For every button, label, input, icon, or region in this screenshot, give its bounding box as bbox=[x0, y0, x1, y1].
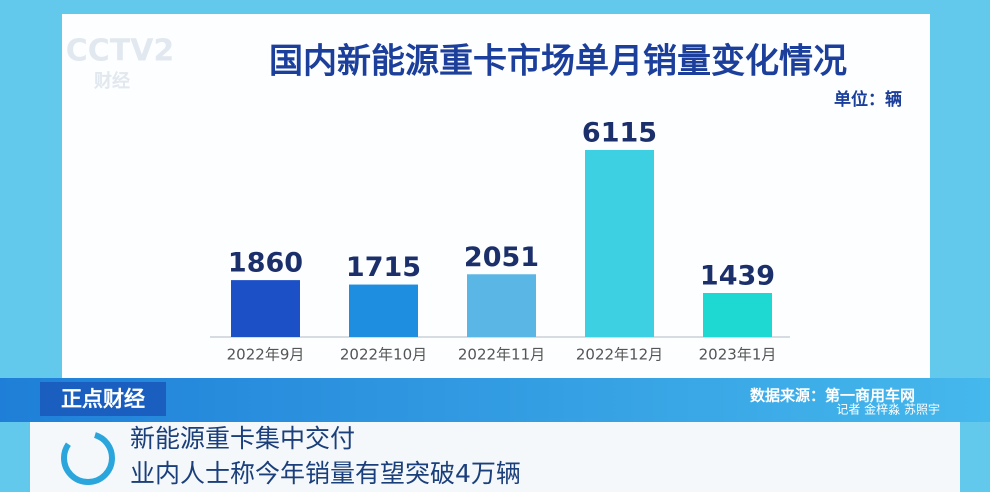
bar bbox=[703, 292, 772, 337]
unit-label: 单位：辆 bbox=[834, 89, 902, 110]
value-label: 1715 bbox=[346, 252, 421, 283]
x-tick-label: 2023年1月 bbox=[699, 346, 777, 364]
bar bbox=[467, 274, 536, 337]
value-label: 1439 bbox=[700, 260, 775, 291]
x-tick-label: 2022年9月 bbox=[227, 346, 305, 364]
bar bbox=[349, 284, 418, 337]
bars: 1860 2022年9月 1715 2022年10月 2051 2022年11月 6115 2… bbox=[227, 118, 777, 364]
program-name: 正点财经 bbox=[61, 387, 145, 411]
headline-line: 新能源重卡集中交付 bbox=[130, 424, 355, 453]
logo-channel: CCTV2 bbox=[66, 34, 175, 69]
x-tick-label: 2022年11月 bbox=[458, 346, 545, 364]
headline-line: 业内人士称今年销量有望突破4万辆 bbox=[130, 459, 521, 488]
bar bbox=[231, 280, 300, 337]
chart-title: 国内新能源重卡市场单月销量变化情况 bbox=[269, 42, 847, 82]
reporter: 记者 金梓淼 苏照宇 bbox=[836, 402, 940, 417]
headline-box bbox=[30, 422, 960, 492]
x-tick-label: 2022年10月 bbox=[340, 346, 427, 364]
value-label: 2051 bbox=[464, 242, 539, 273]
value-label: 1860 bbox=[228, 248, 303, 279]
program-box bbox=[40, 382, 166, 416]
bar bbox=[585, 150, 654, 337]
logo-name: 财经 bbox=[94, 70, 130, 92]
source: 数据来源：第一商用车网 bbox=[750, 387, 915, 405]
x-tick-label: 2022年12月 bbox=[576, 346, 663, 364]
logo-ring bbox=[61, 431, 115, 485]
value-label: 6115 bbox=[582, 118, 657, 149]
